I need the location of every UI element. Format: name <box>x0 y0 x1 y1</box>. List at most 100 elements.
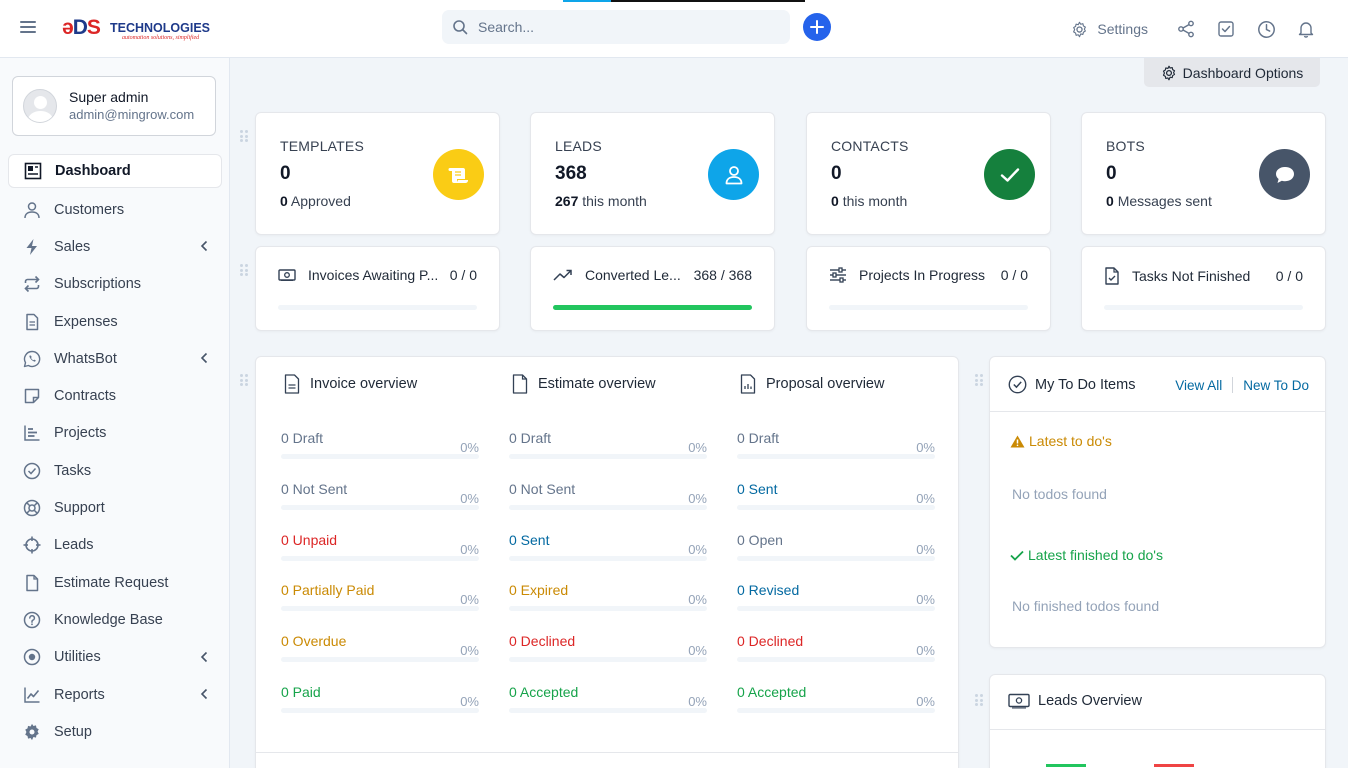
sidebar-item-estimate-request[interactable]: Estimate Request <box>8 564 222 601</box>
view-all-link[interactable]: View All <box>1175 377 1223 393</box>
progress-bar <box>509 555 707 561</box>
progress-bar <box>509 606 707 612</box>
sidebar-item-subscriptions[interactable]: Subscriptions <box>8 266 222 303</box>
clock-icon[interactable] <box>1256 19 1276 39</box>
overview-row[interactable]: 0 Not Sent 0% <box>281 481 479 511</box>
chevron-left-icon[interactable] <box>200 352 208 364</box>
sidebar-item-contracts[interactable]: Contracts <box>8 377 222 414</box>
overview-row[interactable]: 0 Expired 0% <box>509 582 707 612</box>
bell-icon[interactable] <box>1296 19 1316 39</box>
overview-row-label: 0 Overdue <box>281 633 347 650</box>
sidebar-item-label: Contracts <box>54 388 117 405</box>
overview-row[interactable]: 0 Open 0% <box>737 532 935 562</box>
line-chart-icon <box>22 685 42 705</box>
overview-row[interactable]: 0 Draft 0% <box>737 430 935 460</box>
sidebar-item-utilities[interactable]: Utilities <box>8 639 222 676</box>
search-bar[interactable] <box>442 10 790 44</box>
sidebar-item-leads[interactable]: Leads <box>8 527 222 564</box>
overview-row[interactable]: 0 Draft 0% <box>509 430 707 460</box>
chart-bars-icon <box>22 423 42 443</box>
stat-card-bots[interactable]: BOTS 0 0 Messages sent <box>1081 112 1326 235</box>
chevron-left-icon[interactable] <box>200 688 208 700</box>
progress-bar <box>737 454 935 459</box>
finished-todos-heading: Latest finished to do's <box>1010 547 1163 563</box>
progress-card-projects-in-progress[interactable]: Projects In Progress 0 / 0 <box>806 246 1051 331</box>
sidebar-item-customers[interactable]: Customers <box>8 191 222 228</box>
overview-row[interactable]: 0 Sent 0% <box>737 481 935 511</box>
sidebar-nav: Dashboard Customers Sales Subscriptions … <box>8 154 222 750</box>
sliders-icon <box>830 267 846 283</box>
repeat-icon <box>22 274 42 294</box>
overview-header-estimate: Estimate overview <box>512 374 656 394</box>
progress-card-invoices-awaiting[interactable]: Invoices Awaiting P... 0 / 0 <box>255 246 500 331</box>
progress-label: Projects In Progress <box>859 267 986 283</box>
overview-row-percent: 0% <box>688 541 707 557</box>
chevron-left-icon[interactable] <box>200 240 208 252</box>
settings-link[interactable]: Settings <box>1071 21 1148 38</box>
progress-bar <box>281 708 479 713</box>
sidebar-item-reports[interactable]: Reports <box>8 676 222 713</box>
overview-row[interactable]: 0 Draft 0% <box>281 430 479 460</box>
overview-row-label: 0 Accepted <box>509 684 579 700</box>
sidebar-item-projects[interactable]: Projects <box>8 415 222 452</box>
sidebar-item-expenses[interactable]: Expenses <box>8 303 222 340</box>
drag-handle-icon[interactable] <box>975 694 983 706</box>
overview-row[interactable]: 0 Overdue 0% <box>281 633 479 663</box>
chevron-left-icon[interactable] <box>200 651 208 663</box>
progress-card-converted-leads[interactable]: Converted Le... 368 / 368 <box>530 246 775 331</box>
drag-handle-icon[interactable] <box>240 130 248 142</box>
sidebar-item-whatsbot[interactable]: WhatsBot <box>8 340 222 377</box>
overview-row[interactable]: 0 Paid 0% <box>281 684 479 714</box>
user-profile-card[interactable]: Super admin admin@mingrow.com <box>12 76 216 136</box>
sidebar-item-label: Projects <box>54 425 107 442</box>
menu-toggle-icon[interactable] <box>20 21 36 35</box>
dashboard-options-button[interactable]: Dashboard Options <box>1144 58 1320 87</box>
stat-sub-value: 0 <box>1106 193 1114 209</box>
money-icon <box>1008 693 1030 709</box>
overview-row-label: 0 Sent <box>737 480 778 497</box>
overview-row-label: 0 Draft <box>737 430 780 446</box>
overview-row[interactable]: 0 Sent 0% <box>509 532 707 562</box>
overview-row[interactable]: 0 Declined 0% <box>737 633 935 663</box>
sidebar-item-sales[interactable]: Sales <box>8 228 222 265</box>
invoice-icon <box>284 374 300 394</box>
overview-row[interactable]: 0 Not Sent 0% <box>509 481 707 511</box>
overview-title: Estimate overview <box>538 376 656 392</box>
overview-row[interactable]: 0 Unpaid 0% <box>281 532 479 562</box>
stat-card-templates[interactable]: TEMPLATES 0 0 Approved <box>255 112 500 235</box>
overview-row[interactable]: 0 Accepted 0% <box>737 684 935 714</box>
stat-card-contacts[interactable]: CONTACTS 0 0 this month <box>806 112 1051 235</box>
progress-card-tasks-not-finished[interactable]: Tasks Not Finished 0 / 0 <box>1081 246 1326 331</box>
sidebar-item-setup[interactable]: Setup <box>8 713 222 750</box>
overview-row[interactable]: 0 Revised 0% <box>737 582 935 612</box>
search-input[interactable] <box>478 19 768 35</box>
overview-row-percent: 0% <box>916 643 935 659</box>
legend-swatch-green <box>1046 764 1086 767</box>
new-todo-link[interactable]: New To Do <box>1243 377 1309 393</box>
overview-row[interactable]: 0 Accepted 0% <box>509 684 707 714</box>
drag-handle-icon[interactable] <box>240 264 248 276</box>
share-icon[interactable] <box>1176 19 1196 39</box>
quick-create-button[interactable] <box>803 13 831 41</box>
overview-row[interactable]: 0 Declined 0% <box>509 633 707 663</box>
top-bar: əDS TECHNOLOGIES automation solutions, s… <box>0 0 1348 58</box>
sidebar-item-tasks[interactable]: Tasks <box>8 452 222 489</box>
dashboard-options-label: Dashboard Options <box>1182 64 1304 81</box>
overview-row-label: 0 Unpaid <box>281 531 338 548</box>
overview-row-percent: 0% <box>460 694 479 709</box>
overview-row[interactable]: 0 Partially Paid 0% <box>281 582 479 612</box>
sidebar-item-knowledge-base[interactable]: Knowledge Base <box>8 601 222 638</box>
company-logo[interactable]: əDS TECHNOLOGIES automation solutions, s… <box>62 16 211 41</box>
stat-card-leads[interactable]: LEADS 368 267 this month <box>530 112 775 235</box>
sidebar-item-dashboard[interactable]: Dashboard <box>8 154 222 188</box>
overview-row-label: 0 Paid <box>281 684 321 700</box>
bolt-icon <box>22 237 42 257</box>
drag-handle-icon[interactable] <box>240 374 248 386</box>
latest-todos-heading: Latest to do's <box>1010 433 1112 449</box>
gear-icon <box>22 722 42 742</box>
warning-icon <box>1010 435 1025 447</box>
stat-label: TEMPLATES <box>280 138 365 154</box>
task-check-icon[interactable] <box>1216 19 1236 39</box>
sidebar-item-support[interactable]: Support <box>8 489 222 526</box>
drag-handle-icon[interactable] <box>975 374 983 386</box>
